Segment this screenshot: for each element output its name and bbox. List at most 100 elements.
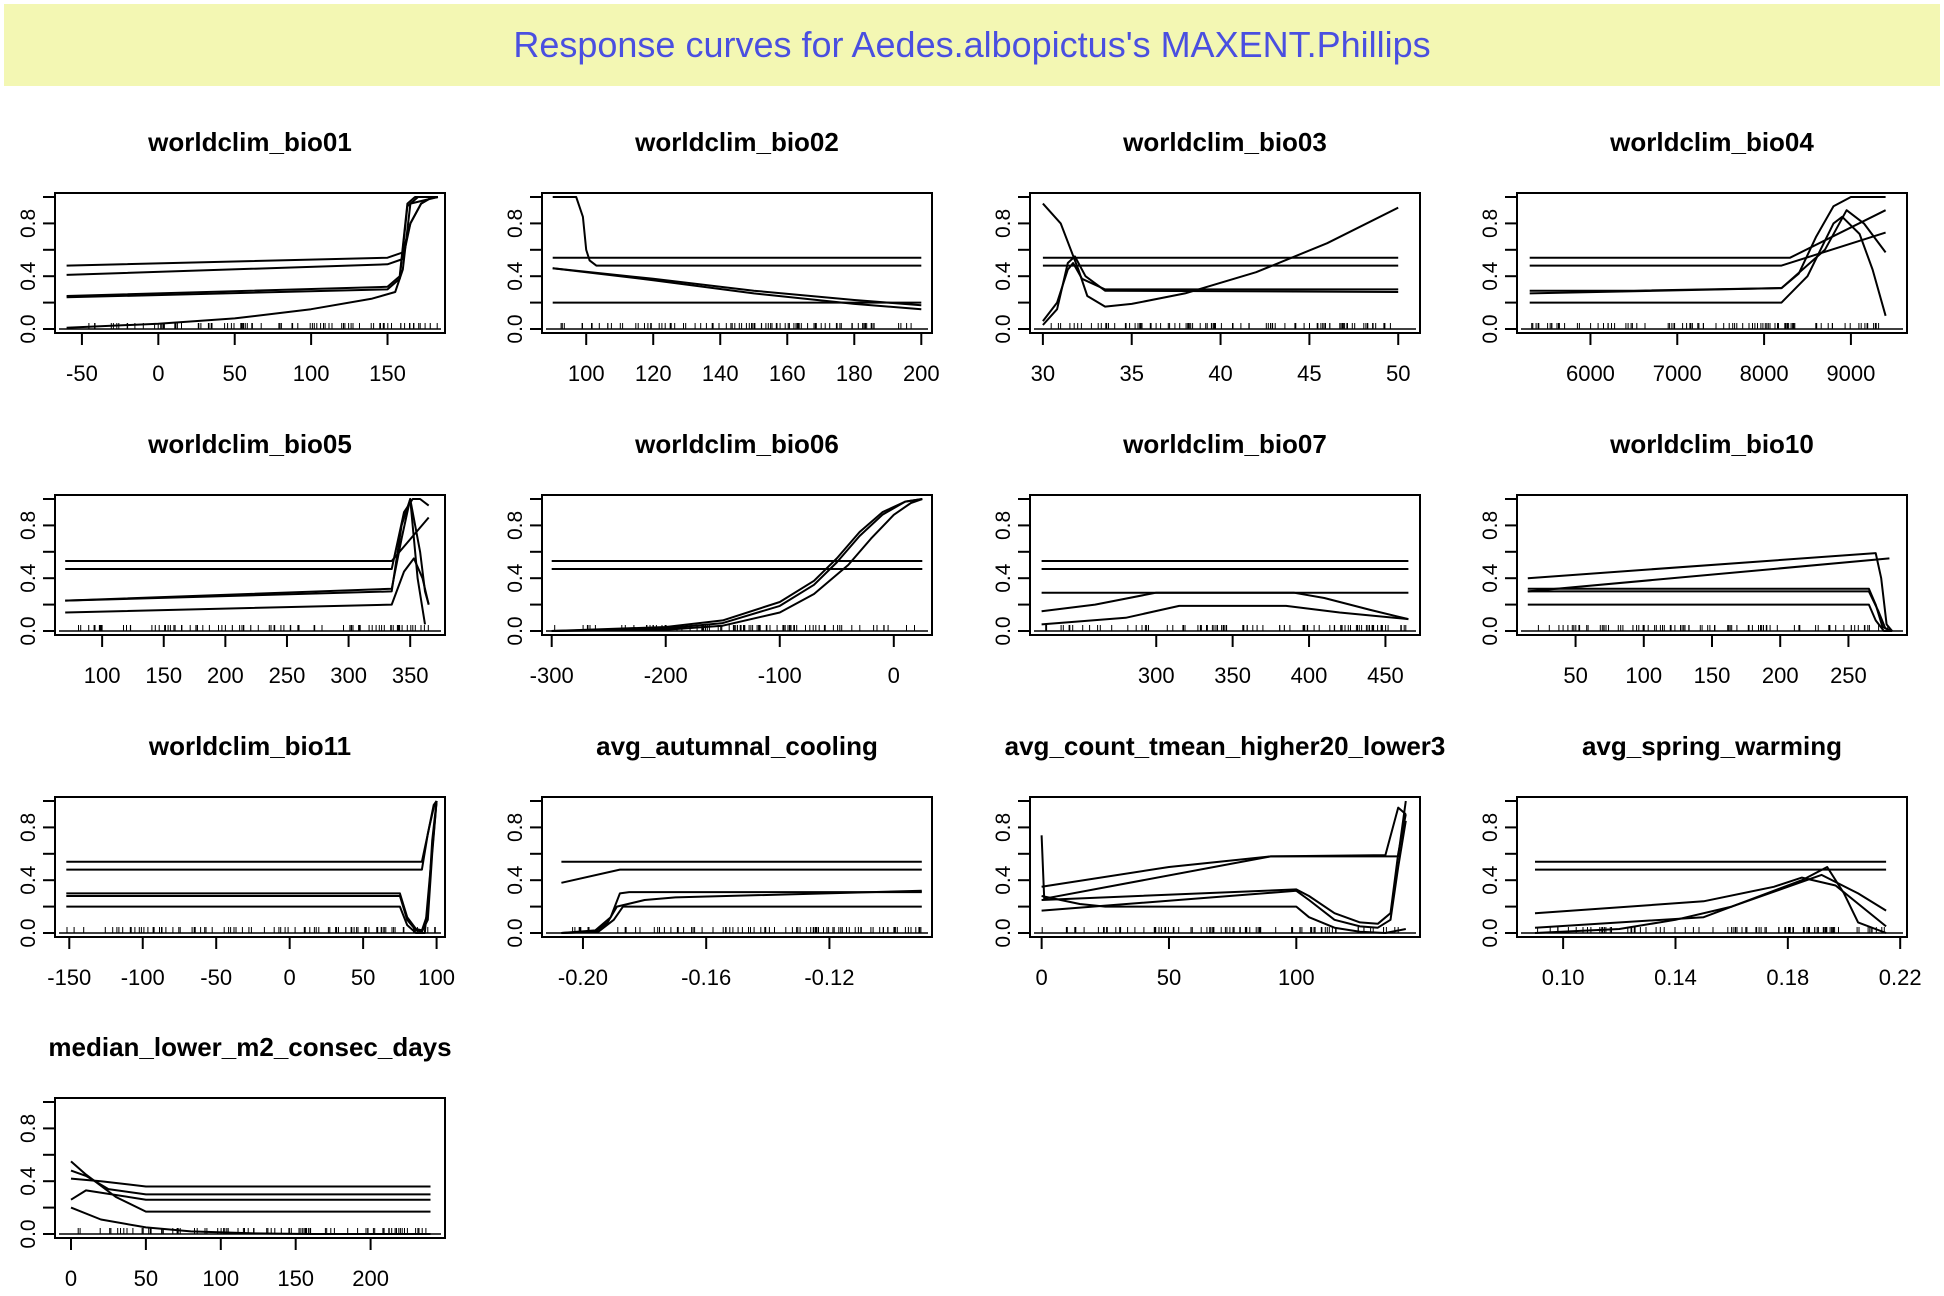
x-tick-label: 150 — [145, 663, 182, 688]
y-tick-label: 0.8 — [504, 511, 527, 540]
y-tick-label: 0.4 — [17, 261, 40, 291]
x-tick-label: -0.16 — [681, 965, 731, 990]
chart-worldclim-bio02: worldclim_bio02 0.0 0.4 0.8 100 120 140 160 180 2… — [504, 127, 940, 386]
y-tick-label: 0.4 — [504, 865, 527, 895]
x-tick-label: 50 — [134, 1266, 158, 1291]
series-line-1 — [65, 516, 430, 562]
chart-title: avg_spring_warming — [1582, 731, 1842, 761]
series-line-1 — [70, 1177, 431, 1188]
y-tick-label: 0.8 — [1479, 511, 1502, 540]
x-tick-label: 50 — [222, 361, 246, 386]
chart-worldclim-bio06: worldclim_bio06 0.0 0.4 0.8 -300 -200 -100 0 — [504, 429, 933, 688]
chart-title: median_lower_m2_consec_days — [48, 1032, 451, 1062]
x-tick-label: 100 — [1278, 965, 1315, 990]
y-tick-label: 0.8 — [1479, 813, 1502, 842]
series-line-5 — [1529, 209, 1887, 292]
y-tick-label: 0.4 — [992, 865, 1015, 895]
series-line-1 — [1527, 557, 1890, 593]
series-line-3 — [1527, 587, 1893, 632]
y-tick-label: 0.0 — [992, 918, 1015, 947]
series-line-1 — [1041, 800, 1407, 888]
x-tick-label: 100 — [568, 361, 605, 386]
x-tick-label: 200 — [352, 1266, 389, 1291]
x-tick-label: 300 — [330, 663, 367, 688]
y-tick-label: 0.0 — [17, 918, 40, 947]
chart-avg-spring-warming: avg_spring_warming 0.0 0.4 0.8 0.10 0.14 0.18 0… — [1479, 731, 1922, 990]
y-tick-label: 0.0 — [504, 918, 527, 947]
x-tick-label: 250 — [1830, 663, 1867, 688]
y-tick-label: 0.0 — [17, 314, 40, 343]
y-tick-label: 0.4 — [504, 261, 527, 291]
x-tick-label: 200 — [207, 663, 244, 688]
rug-marks — [66, 927, 436, 933]
series-line-4 — [561, 889, 922, 934]
series-line-3 — [1529, 196, 1886, 295]
series-line-2 — [561, 868, 922, 884]
series-line-3 — [66, 196, 438, 297]
series-line-5 — [1041, 895, 1406, 934]
chart-title: worldclim_bio03 — [1122, 127, 1327, 157]
x-tick-label: 100 — [418, 965, 455, 990]
series-line-2 — [552, 196, 922, 267]
x-tick-label: 0.22 — [1879, 965, 1922, 990]
series-line-4 — [70, 1160, 431, 1213]
series-line-4 — [1529, 215, 1887, 317]
series-line-3 — [1534, 876, 1887, 928]
series-line-5 — [1041, 604, 1409, 626]
rug-ticks — [1521, 323, 1903, 330]
rug-marks — [1041, 927, 1399, 933]
chart-avg-autumnal-cooling: avg_autumnal_cooling 0.0 0.4 0.8 -0.20 -0.16 -… — [504, 731, 933, 990]
x-tick-label: 35 — [1119, 361, 1143, 386]
x-tick-label: -0.12 — [804, 965, 854, 990]
rug-ticks — [1034, 625, 1416, 632]
series-line-1 — [1529, 209, 1887, 259]
x-tick-label: 50 — [1386, 361, 1410, 386]
x-tick-label: 150 — [369, 361, 406, 386]
series-line-3 — [1041, 814, 1407, 925]
series-line-2 — [66, 800, 438, 871]
plot-frame — [54, 796, 446, 938]
rug-ticks — [59, 927, 441, 934]
y-tick-label: 0.8 — [17, 209, 40, 238]
rug-ticks — [1034, 323, 1416, 330]
x-tick-label: -100 — [758, 663, 802, 688]
chart-title: worldclim_bio11 — [148, 731, 351, 761]
chart-worldclim-bio11: worldclim_bio11 0.0 0.4 0.8 -150 -100 -50 0 50 10… — [17, 731, 455, 990]
y-tick-label: 0.4 — [17, 865, 40, 895]
series-line-2 — [70, 1169, 431, 1196]
page-title: Response curves for Aedes.albopictus's M… — [513, 24, 1431, 65]
x-tick-label: 50 — [1563, 663, 1587, 688]
x-tick-label: -150 — [47, 965, 91, 990]
chart-title: worldclim_bio07 — [1122, 429, 1327, 459]
y-tick-label: 0.8 — [17, 813, 40, 842]
series-line-3 — [65, 498, 430, 605]
rug-marks — [1537, 625, 1889, 631]
plot-frame — [1029, 192, 1421, 334]
x-tick-label: 30 — [1031, 361, 1055, 386]
rug-ticks — [1521, 625, 1903, 632]
chart-title: worldclim_bio06 — [634, 429, 839, 459]
x-tick-label: 350 — [1214, 663, 1251, 688]
rug-marks — [1045, 625, 1407, 631]
x-tick-label: 0 — [152, 361, 164, 386]
plot-frame — [541, 796, 933, 938]
x-tick-label: 0.14 — [1654, 965, 1697, 990]
x-tick-label: 0 — [284, 965, 296, 990]
plot-frame — [54, 494, 446, 636]
rug-ticks — [1034, 927, 1416, 934]
rug-marks — [1050, 323, 1391, 329]
chart-median-lower-m2-consec-days: median_lower_m2_consec_days 0.0 0.4 0.8 0 50 1… — [17, 1032, 452, 1291]
x-tick-label: 200 — [903, 361, 940, 386]
x-tick-label: 40 — [1208, 361, 1232, 386]
series-line-1 — [66, 196, 439, 267]
x-tick-label: -0.20 — [558, 965, 608, 990]
series-line-5 — [70, 1206, 431, 1235]
y-tick-label: 0.0 — [504, 616, 527, 645]
series-line-5 — [551, 498, 923, 632]
chart-title: worldclim_bio05 — [147, 429, 352, 459]
x-tick-label: -50 — [200, 965, 232, 990]
series-line-4 — [551, 498, 923, 632]
y-tick-label: 0.4 — [992, 563, 1015, 593]
series-line-5 — [66, 196, 439, 329]
